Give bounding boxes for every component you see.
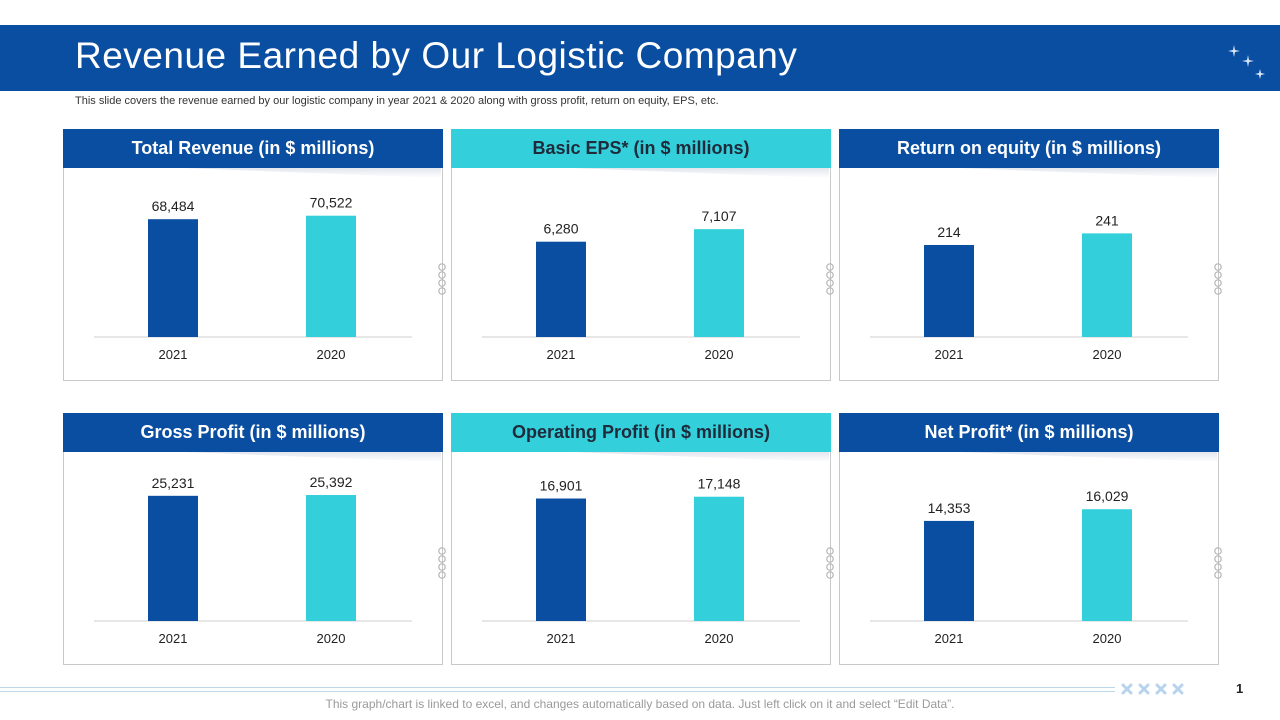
bar-2021 (536, 241, 586, 337)
chart-frame (839, 168, 1219, 381)
chain-link-icon (1214, 547, 1222, 579)
bar-chart: 6,280 2021 7,107 2020 (482, 208, 800, 362)
data-label: 17,148 (698, 476, 741, 492)
chart-panel-return-on-equity: Return on equity (in $ millions) 214 2021… (839, 129, 1219, 381)
chart-title: Return on equity (in $ millions) (839, 129, 1219, 168)
chart-title: Basic EPS* (in $ millions) (451, 129, 831, 168)
chart-title: Operating Profit (in $ millions) (451, 413, 831, 452)
chart-title: Gross Profit (in $ millions) (63, 413, 443, 452)
bar-chart: 14,353 2021 16,029 2020 (870, 488, 1188, 646)
x-tick-label: 2021 (935, 631, 964, 646)
chain-link-icon (438, 547, 446, 579)
chart-frame (839, 452, 1219, 665)
chart-frame (63, 452, 443, 665)
chain-link-icon (826, 547, 834, 579)
chart-frame (451, 452, 831, 665)
data-label: 70,522 (310, 195, 353, 211)
bar-chart: 16,901 2021 17,148 2020 (482, 476, 800, 646)
subtitle: This slide covers the revenue earned by … (75, 95, 719, 107)
bar-2021 (148, 495, 198, 621)
bar-chart: 214 2021 241 2020 (870, 212, 1188, 362)
x-tick-label: 2020 (705, 631, 734, 646)
x-tick-label: 2021 (547, 347, 576, 362)
data-label: 6,280 (543, 221, 578, 237)
chart-panel-operating-profit: Operating Profit (in $ millions) 16,901 2… (451, 413, 831, 665)
title-bar: Revenue Earned by Our Logistic Company (0, 25, 1280, 91)
x-tick-label: 2020 (1093, 347, 1122, 362)
data-label: 7,107 (701, 208, 736, 224)
bar-2021 (924, 244, 974, 337)
chart-panel-total-revenue: Total Revenue (in $ millions) 68,484 2021… (63, 129, 443, 381)
header-shadow (571, 168, 829, 178)
data-label: 68,484 (152, 198, 195, 214)
bar-chart: 68,484 2021 70,522 2020 (94, 195, 412, 362)
x-tick-label: 2021 (159, 631, 188, 646)
bar-2020 (306, 215, 356, 337)
bar-2021 (536, 498, 586, 621)
chart-panel-basic-eps: Basic EPS* (in $ millions) 6,280 2021 7,10… (451, 129, 831, 381)
x-tick-label: 2021 (935, 347, 964, 362)
header-shadow (183, 168, 441, 178)
cross-pattern-icon (1121, 683, 1184, 695)
x-tick-label: 2021 (547, 631, 576, 646)
x-tick-label: 2020 (1093, 631, 1122, 646)
data-label: 16,029 (1086, 488, 1129, 504)
chart-title: Total Revenue (in $ millions) (63, 129, 443, 168)
header-shadow (959, 452, 1217, 462)
bar-2021 (924, 520, 974, 621)
chart-panel-gross-profit: Gross Profit (in $ millions) 25,231 2021 2… (63, 413, 443, 665)
x-tick-label: 2021 (159, 347, 188, 362)
bar-2020 (306, 495, 356, 621)
header-shadow (571, 452, 829, 462)
footer-divider (0, 687, 1115, 688)
data-label: 25,231 (152, 475, 195, 491)
chart-panel-net-profit: Net Profit* (in $ millions) 14,353 2021 16… (839, 413, 1219, 665)
bar-2020 (1082, 233, 1132, 337)
footer-divider (0, 691, 1115, 692)
x-tick-label: 2020 (705, 347, 734, 362)
x-tick-label: 2020 (317, 347, 346, 362)
chart-title: Net Profit* (in $ millions) (839, 413, 1219, 452)
header-shadow (959, 168, 1217, 178)
bar-2020 (694, 229, 744, 337)
chain-link-icon (438, 263, 446, 295)
sparkle-icon (1228, 45, 1265, 79)
chain-link-icon (826, 263, 834, 295)
bar-chart: 25,231 2021 25,392 2020 (94, 474, 412, 646)
footer-note: This graph/chart is linked to excel, and… (325, 697, 955, 711)
page-number: 1 (1236, 681, 1244, 696)
chart-frame (451, 168, 831, 381)
data-label: 14,353 (928, 500, 971, 516)
bar-2021 (148, 219, 198, 337)
page-title: Revenue Earned by Our Logistic Company (75, 35, 798, 76)
x-tick-label: 2020 (317, 631, 346, 646)
data-label: 25,392 (310, 474, 353, 490)
header-shadow (183, 452, 441, 462)
data-label: 16,901 (540, 478, 583, 494)
bar-2020 (694, 496, 744, 621)
chart-frame (63, 168, 443, 381)
data-label: 214 (937, 224, 961, 240)
chain-link-icon (1214, 263, 1222, 295)
data-label: 241 (1095, 212, 1119, 228)
bar-2020 (1082, 509, 1132, 621)
